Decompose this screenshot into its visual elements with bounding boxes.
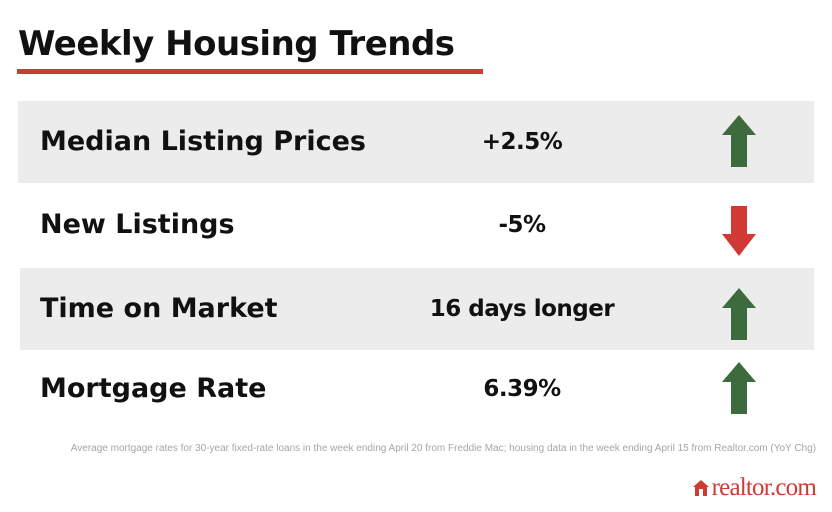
trend-label: Mortgage Rate xyxy=(40,373,267,404)
trend-value: 16 days longer xyxy=(429,296,615,322)
title-underline xyxy=(17,69,483,74)
trend-value: +2.5% xyxy=(481,129,563,155)
logo-wordmark: realtor.com xyxy=(711,474,817,501)
arrow-up-icon xyxy=(722,115,756,167)
trend-row-new-listings: New Listings -5% xyxy=(18,184,814,266)
trend-value: -5% xyxy=(498,212,546,238)
arrow-down-icon xyxy=(722,206,756,258)
source-footnote: Average mortgage rates for 30-year fixed… xyxy=(70,443,816,454)
trend-row-median-listing-prices: Median Listing Prices +2.5% xyxy=(18,101,814,183)
trend-label: Median Listing Prices xyxy=(40,126,366,157)
arrow-up-icon xyxy=(722,288,756,340)
arrow-up-icon xyxy=(722,362,756,414)
trend-row-time-on-market: Time on Market 16 days longer xyxy=(20,268,814,350)
trend-label: New Listings xyxy=(40,209,235,240)
trend-value: 6.39% xyxy=(483,376,561,402)
house-icon xyxy=(692,479,710,497)
page-title: Weekly Housing Trends xyxy=(18,24,455,64)
trend-row-mortgage-rate: Mortgage Rate 6.39% xyxy=(18,348,814,430)
realtor-logo: realtor.com xyxy=(692,474,817,502)
trend-label: Time on Market xyxy=(40,293,278,324)
